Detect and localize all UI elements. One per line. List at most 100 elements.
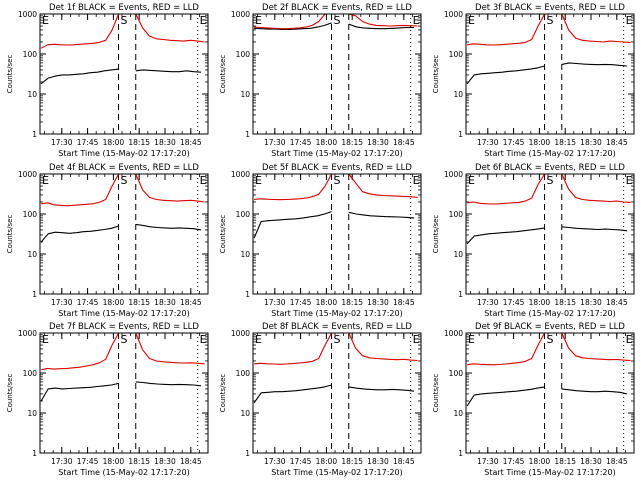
series-line-events-seg2	[561, 226, 628, 232]
y-tick-label: 100	[23, 369, 38, 378]
x-tick-label: 18:30	[580, 457, 602, 466]
chart-panel-det-2: Det 2f BLACK = Events, RED = LLD Start Ti…	[219, 3, 422, 158]
x-tick-label: 17:45	[290, 298, 312, 307]
x-tick-label: 18:45	[180, 457, 202, 466]
y-tick-label: 1	[32, 130, 37, 139]
y-axis-label: Counts/sec	[219, 374, 227, 413]
event-marker-label: S	[334, 174, 341, 187]
y-tick-label: 100	[236, 369, 251, 378]
x-axis-label: Start Time (15-May-02 17:17:20)	[58, 149, 189, 158]
chart-panel-det-5: Det 5f BLACK = Events, RED = LLD Start Ti…	[219, 163, 422, 318]
x-tick-label: 17:45	[503, 457, 525, 466]
chart-panel-det-9: Det 9f BLACK = Events, RED = LLD Start Ti…	[432, 322, 635, 477]
series-line-events-seg1	[254, 22, 332, 31]
event-marker-label: E	[626, 14, 633, 27]
x-tick-label: 18:00	[316, 298, 338, 307]
x-tick-label: 18:00	[103, 457, 125, 466]
event-marker-label: S	[334, 333, 341, 346]
x-tick-label: 18:00	[529, 298, 551, 307]
x-tick-label: 18:00	[529, 138, 551, 147]
y-tick-label: 1	[245, 290, 250, 299]
y-axis-label: Counts/sec	[6, 215, 14, 254]
plot-frame	[39, 13, 209, 135]
chart-panel-det-6: Det 6f BLACK = Events, RED = LLD Start Ti…	[432, 163, 635, 318]
x-tick-label: 18:45	[606, 138, 628, 147]
series-line-events-seg2	[348, 23, 415, 30]
x-tick-label: 18:15	[341, 457, 363, 466]
x-tick-label: 18:45	[180, 138, 202, 147]
series-line-lld-seg2	[561, 173, 631, 203]
y-tick-label: 1000	[231, 329, 250, 338]
y-tick-label: 10	[27, 90, 37, 99]
y-tick-label: 10	[27, 250, 37, 259]
x-tick-label: 18:30	[580, 138, 602, 147]
series-line-lld-seg2	[348, 332, 418, 362]
x-tick-label: 17:45	[503, 138, 525, 147]
series-line-events-seg1	[466, 227, 545, 245]
panel-title: Det 3f BLACK = Events, RED = LLD	[475, 3, 625, 13]
x-tick-label: 17:45	[290, 138, 312, 147]
x-axis-label: Start Time (15-May-02 17:17:20)	[484, 468, 615, 477]
x-tick-label: 18:30	[367, 457, 389, 466]
chart-panel-det-8: Det 8f BLACK = Events, RED = LLD Start Ti…	[219, 322, 422, 477]
series-line-events-seg2	[348, 211, 415, 219]
y-tick-label: 10	[453, 250, 463, 259]
y-axis-label: Counts/sec	[6, 374, 14, 413]
y-tick-label: 1	[458, 290, 463, 299]
x-axis-label: Start Time (15-May-02 17:17:20)	[271, 149, 402, 158]
y-tick-label: 100	[23, 50, 38, 59]
event-marker-label: E	[626, 333, 633, 346]
x-tick-label: 18:30	[154, 457, 176, 466]
x-tick-label: 17:45	[77, 298, 99, 307]
x-tick-label: 18:45	[606, 298, 628, 307]
event-marker-label: S	[547, 174, 554, 187]
x-tick-label: 18:15	[128, 298, 150, 307]
event-marker-label: S	[121, 174, 128, 187]
x-tick-label: 18:15	[341, 298, 363, 307]
y-tick-label: 100	[449, 210, 464, 219]
series-line-lld-seg1	[40, 332, 120, 371]
event-marker-label: E	[413, 333, 420, 346]
event-marker-label: E	[468, 333, 475, 346]
x-tick-label: 18:45	[393, 298, 415, 307]
series-line-events-seg1	[253, 211, 332, 239]
x-tick-label: 18:15	[128, 138, 150, 147]
series-line-events-seg1	[253, 384, 332, 404]
x-tick-label: 18:00	[316, 457, 338, 466]
series-line-events-seg2	[561, 388, 628, 395]
x-tick-label: 18:45	[393, 138, 415, 147]
x-axis-label: Start Time (15-May-02 17:17:20)	[271, 309, 402, 318]
x-tick-label: 18:45	[606, 457, 628, 466]
panel-title: Det 5f BLACK = Events, RED = LLD	[262, 163, 412, 173]
event-marker-label: E	[200, 333, 207, 346]
y-tick-label: 1000	[231, 170, 250, 179]
y-tick-label: 100	[236, 50, 251, 59]
event-marker-label: S	[121, 333, 128, 346]
series-line-events-seg1	[40, 68, 119, 85]
x-tick-label: 18:00	[529, 457, 551, 466]
y-tick-label: 100	[23, 210, 38, 219]
chart-panel-det-7: Det 7f BLACK = Events, RED = LLD Start Ti…	[6, 322, 209, 477]
plot-frame	[39, 332, 209, 454]
x-tick-label: 18:45	[180, 298, 202, 307]
series-line-events-seg2	[348, 386, 415, 392]
series-line-events-seg1	[40, 225, 119, 243]
y-tick-label: 1	[32, 449, 37, 458]
plot-frame	[465, 332, 635, 454]
plot-frame	[252, 173, 422, 295]
x-tick-label: 17:30	[264, 138, 286, 147]
panel-title: Det 9f BLACK = Events, RED = LLD	[475, 322, 625, 332]
y-axis-label: Counts/sec	[432, 215, 440, 254]
x-axis-label: Start Time (15-May-02 17:17:20)	[58, 309, 189, 318]
series-line-lld-seg1	[467, 13, 546, 46]
y-tick-label: 1	[458, 449, 463, 458]
x-tick-label: 18:00	[316, 138, 338, 147]
series-line-lld-seg1	[254, 173, 333, 201]
y-tick-label: 10	[240, 409, 250, 418]
panel-title: Det 6f BLACK = Events, RED = LLD	[475, 163, 625, 173]
series-line-events-seg1	[466, 65, 545, 85]
y-tick-label: 10	[453, 409, 463, 418]
x-tick-label: 17:30	[51, 457, 73, 466]
x-tick-label: 17:30	[264, 457, 286, 466]
